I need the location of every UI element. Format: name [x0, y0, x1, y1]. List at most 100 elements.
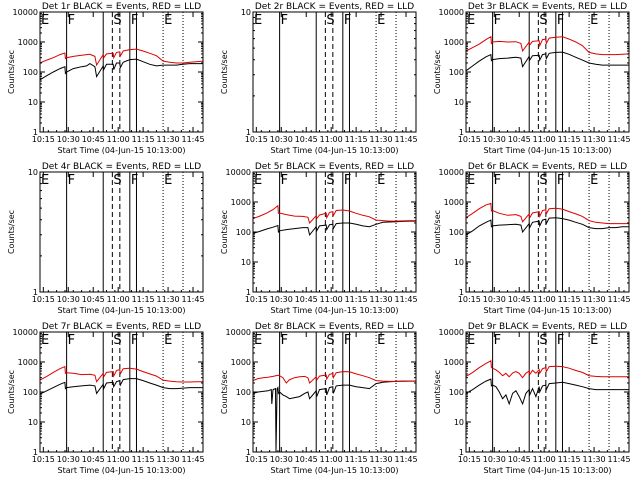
x-axis-label: Start Time (04-Jun-15 10:13:00): [484, 146, 612, 155]
x-axis-label: Start Time (04-Jun-15 10:13:00): [58, 146, 186, 155]
x-tick-label: 10:15: [32, 135, 55, 144]
phase-marker-f: F: [68, 173, 75, 188]
plot-frame: [39, 331, 204, 453]
phase-marker-s: S: [113, 173, 121, 188]
x-tick-label: 10:45: [82, 455, 105, 464]
y-tick-label: 1: [459, 288, 464, 297]
y-tick-label: 100: [23, 388, 38, 397]
x-tick-label: 11:15: [132, 135, 155, 144]
phase-marker-e: E: [164, 173, 172, 188]
x-tick-label: 11:30: [583, 455, 606, 464]
x-tick-label: 11:30: [370, 295, 393, 304]
y-tick-label: 10: [241, 418, 251, 427]
phase-marker-e: E: [590, 173, 598, 188]
x-tick-label: 10:30: [483, 135, 506, 144]
phase-marker-s: S: [326, 333, 334, 348]
y-axis-label: Counts/sec: [7, 50, 16, 94]
phase-marker-e: E: [590, 333, 598, 348]
x-tick-label: 11:45: [394, 135, 417, 144]
x-tick-label: 11:45: [394, 295, 417, 304]
x-tick-label: 10:45: [508, 455, 531, 464]
series-line-lld: [465, 359, 629, 379]
phase-marker-e: E: [41, 173, 49, 188]
phase-marker-e: E: [41, 333, 49, 348]
x-tick-label: 11:30: [583, 135, 606, 144]
x-tick-label: 11:45: [181, 295, 204, 304]
y-tick-label: 10: [241, 258, 251, 267]
y-axis-label: Counts/sec: [433, 210, 442, 254]
chart-title: Det 9r BLACK = Events, RED = LLD: [468, 322, 627, 332]
phase-marker-e: E: [467, 13, 475, 28]
phase-marker-f: F: [494, 173, 501, 188]
x-tick-label: 10:45: [82, 295, 105, 304]
phase-marker-s: S: [539, 333, 547, 348]
x-tick-label: 11:00: [107, 455, 130, 464]
phase-marker-e: E: [467, 173, 475, 188]
x-tick-label: 11:30: [157, 455, 180, 464]
phase-marker-s: S: [113, 13, 121, 28]
series-line-lld: [39, 365, 203, 383]
y-axis-label: Counts/sec: [220, 50, 229, 94]
series-line-lld: [252, 204, 416, 224]
x-tick-label: 11:45: [607, 295, 630, 304]
y-tick-label: 1: [33, 288, 38, 297]
series-line-events: [465, 217, 629, 236]
chart-title: Det 6r BLACK = Events, RED = LLD: [468, 162, 627, 172]
series-line-events: [465, 378, 629, 406]
y-tick-label: 1: [459, 448, 464, 457]
phase-marker-e: E: [254, 333, 262, 348]
x-tick-label: 11:45: [607, 455, 630, 464]
x-tick-label: 10:15: [245, 135, 268, 144]
phase-marker-f: F: [344, 333, 351, 348]
y-axis-label: Counts/sec: [433, 370, 442, 414]
series-line-lld: [465, 35, 630, 56]
phase-marker-f: F: [344, 173, 351, 188]
x-tick-label: 11:30: [583, 295, 606, 304]
phase-marker-e: E: [377, 13, 385, 28]
x-tick-label: 11:30: [370, 455, 393, 464]
y-tick-label: 100: [449, 68, 464, 77]
chart-title: Det 2r BLACK = Events, RED = LLD: [255, 2, 414, 12]
x-tick-label: 11:15: [345, 135, 368, 144]
phase-marker-e: E: [377, 173, 385, 188]
phase-marker-e: E: [467, 333, 475, 348]
x-tick-label: 10:30: [483, 295, 506, 304]
x-axis-label: Start Time (04-Jun-15 10:13:00): [271, 146, 399, 155]
y-tick-label: 1000: [444, 358, 464, 367]
plot-frame: [39, 11, 204, 133]
y-tick-label: 1: [33, 448, 38, 457]
y-tick-label: 10: [241, 8, 251, 17]
plot-frame: [252, 171, 417, 293]
chart-title: Det 4r BLACK = Events, RED = LLD: [42, 162, 201, 172]
phase-marker-e: E: [590, 13, 598, 28]
series-line-events: [39, 378, 203, 395]
phase-marker-f: F: [68, 333, 75, 348]
y-tick-label: 100: [449, 228, 464, 237]
y-axis-label: Counts/sec: [220, 370, 229, 414]
y-tick-label: 10: [454, 418, 464, 427]
phase-marker-f: F: [281, 173, 288, 188]
x-tick-label: 10:45: [295, 455, 318, 464]
y-tick-label: 10000: [439, 168, 464, 177]
y-tick-label: 100: [23, 68, 38, 77]
x-tick-label: 10:30: [57, 455, 80, 464]
series-line-lld: [252, 371, 416, 384]
phase-marker-s: S: [539, 13, 547, 28]
y-tick-label: 10000: [439, 8, 464, 17]
phase-marker-e: E: [164, 333, 172, 348]
phase-marker-f: F: [557, 13, 564, 28]
phase-marker-s: S: [539, 173, 547, 188]
phase-marker-f: F: [131, 173, 138, 188]
phase-marker-e: E: [377, 333, 385, 348]
series-line-events: [39, 58, 203, 81]
y-tick-label: 10000: [439, 328, 464, 337]
x-axis-label: Start Time (04-Jun-15 10:13:00): [484, 306, 612, 315]
x-tick-label: 11:15: [132, 295, 155, 304]
phase-marker-f: F: [557, 333, 564, 348]
x-tick-label: 11:00: [533, 455, 556, 464]
